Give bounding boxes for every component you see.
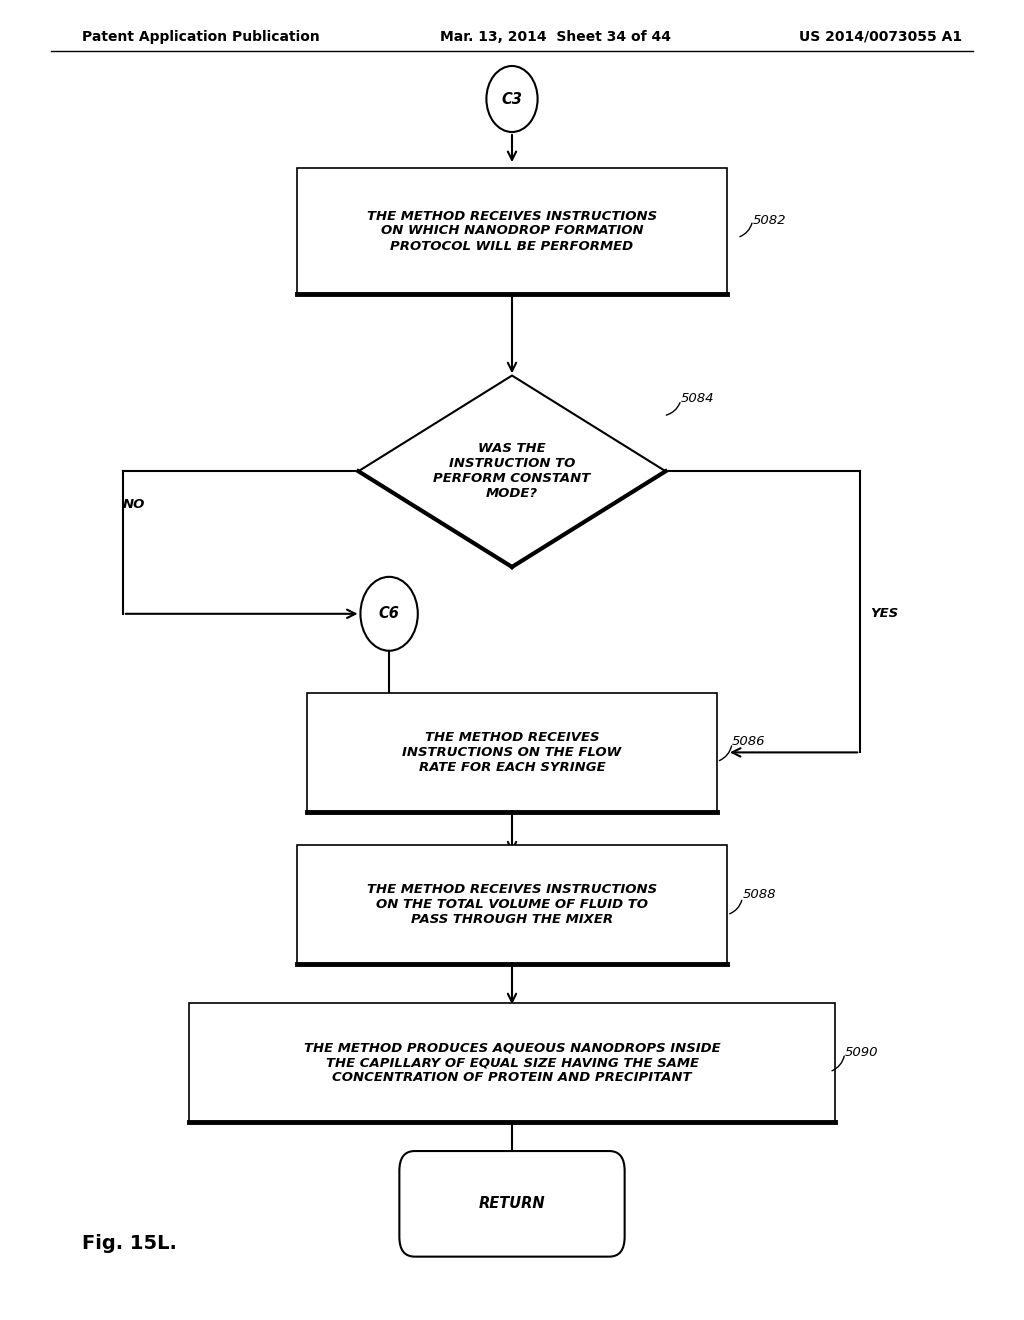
Text: C6: C6 [379,606,399,622]
FancyBboxPatch shape [189,1003,835,1122]
FancyBboxPatch shape [297,845,727,964]
Text: Fig. 15L.: Fig. 15L. [82,1234,177,1253]
FancyBboxPatch shape [399,1151,625,1257]
Text: WAS THE
INSTRUCTION TO
PERFORM CONSTANT
MODE?: WAS THE INSTRUCTION TO PERFORM CONSTANT … [433,442,591,500]
Text: 5086: 5086 [732,735,766,748]
Text: 5088: 5088 [742,888,776,902]
Text: Mar. 13, 2014  Sheet 34 of 44: Mar. 13, 2014 Sheet 34 of 44 [440,30,672,44]
Text: THE METHOD PRODUCES AQUEOUS NANODROPS INSIDE
THE CAPILLARY OF EQUAL SIZE HAVING : THE METHOD PRODUCES AQUEOUS NANODROPS IN… [304,1041,720,1084]
FancyBboxPatch shape [297,169,727,294]
Text: YES: YES [870,607,898,620]
FancyBboxPatch shape [307,693,717,812]
Text: 5090: 5090 [845,1045,879,1059]
Text: THE METHOD RECEIVES INSTRUCTIONS
ON WHICH NANODROP FORMATION
PROTOCOL WILL BE PE: THE METHOD RECEIVES INSTRUCTIONS ON WHIC… [367,210,657,252]
Text: THE METHOD RECEIVES
INSTRUCTIONS ON THE FLOW
RATE FOR EACH SYRINGE: THE METHOD RECEIVES INSTRUCTIONS ON THE … [402,731,622,774]
Text: C3: C3 [502,91,522,107]
Text: THE METHOD RECEIVES INSTRUCTIONS
ON THE TOTAL VOLUME OF FLUID TO
PASS THROUGH TH: THE METHOD RECEIVES INSTRUCTIONS ON THE … [367,883,657,925]
Text: US 2014/0073055 A1: US 2014/0073055 A1 [799,30,962,44]
Text: NO: NO [123,498,145,511]
Text: RETURN: RETURN [478,1196,546,1212]
Text: 5084: 5084 [681,392,715,405]
Text: Patent Application Publication: Patent Application Publication [82,30,319,44]
Text: 5082: 5082 [753,214,786,227]
